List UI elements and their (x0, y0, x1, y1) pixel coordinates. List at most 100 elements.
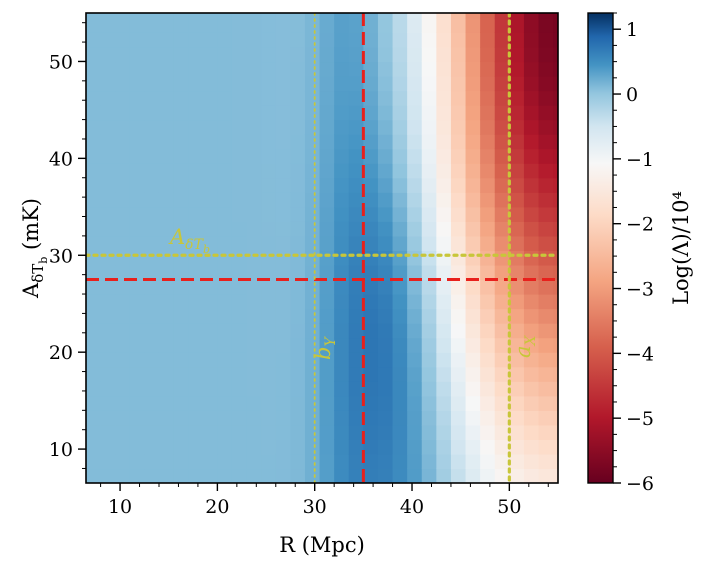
heatmap-cell (217, 17, 233, 33)
heatmap-cell (348, 163, 364, 179)
heatmap-cell (392, 395, 408, 411)
heatmap-cell (188, 279, 204, 295)
heatmap-cell (480, 352, 496, 368)
heatmap-cell (304, 61, 321, 77)
heatmap-cell (290, 163, 306, 179)
heatmap-cell (392, 235, 408, 252)
heatmap-cell (334, 119, 350, 135)
heatmap-cell (246, 75, 262, 92)
heatmap-cell (290, 148, 306, 164)
heatmap-cell (173, 323, 189, 339)
heatmap-cell (509, 235, 525, 252)
heatmap-cell (392, 61, 408, 77)
heatmap-cell (246, 424, 262, 440)
heatmap-cell (275, 294, 291, 310)
heatmap-cell (348, 352, 364, 368)
heatmap-cell (100, 148, 116, 164)
heatmap-cell (494, 17, 510, 33)
heatmap-cell (436, 119, 452, 135)
heatmap-cell (494, 192, 510, 208)
heatmap-cell (246, 381, 262, 397)
heatmap-cell (538, 192, 554, 208)
heatmap-cell (115, 90, 131, 106)
heatmap-cell (465, 46, 481, 63)
heatmap-cell (188, 32, 204, 48)
heatmap-cell (363, 439, 379, 455)
heatmap-cell (421, 279, 437, 295)
heatmap-cell (450, 352, 467, 368)
heatmap-cell (377, 250, 394, 266)
heatmap-cell (407, 323, 423, 339)
heatmap-cell (261, 468, 277, 483)
heatmap-cell (348, 424, 364, 440)
heatmap-cell (553, 453, 558, 470)
heatmap-cell (421, 134, 437, 150)
heatmap-cell (465, 381, 481, 397)
heatmap-cell (363, 192, 379, 208)
heatmap-cell (290, 13, 306, 19)
heatmap-cell (407, 46, 423, 63)
y-tick-label: 20 (49, 342, 73, 364)
heatmap-cell (494, 32, 510, 48)
heatmap-cell (158, 337, 175, 353)
x-tick-label: 10 (108, 496, 132, 518)
heatmap-cell (436, 439, 452, 455)
heatmap-cell (304, 148, 321, 164)
heatmap-cell (407, 105, 423, 121)
heatmap-cell (231, 206, 248, 222)
heatmap-cell (363, 468, 379, 483)
heatmap-cell (334, 148, 350, 164)
a-x-annotation: aX (511, 334, 539, 358)
heatmap-cell (158, 206, 175, 222)
heatmap-cell (275, 75, 291, 92)
heatmap-cell (100, 163, 116, 179)
heatmap-cell (100, 323, 116, 339)
heatmap-cell (450, 279, 467, 295)
heatmap-cell (538, 75, 554, 92)
heatmap-cell (144, 221, 160, 237)
heatmap-cell (217, 453, 233, 470)
heatmap-cell (173, 410, 189, 426)
heatmap-cell (304, 17, 321, 33)
heatmap-cell (334, 352, 350, 368)
heatmap-cell (231, 439, 248, 455)
heatmap-cell (231, 105, 248, 121)
heatmap-cell (261, 192, 277, 208)
heatmap-cell (188, 221, 204, 237)
heatmap-cell (538, 439, 554, 455)
heatmap-cell (450, 163, 467, 179)
heatmap-cell (494, 264, 510, 281)
heatmap-cell (538, 177, 554, 193)
heatmap-cell (129, 163, 145, 179)
heatmap-cell (115, 250, 131, 266)
heatmap-cell (392, 163, 408, 179)
heatmap-cell (450, 308, 467, 324)
heatmap-cell (158, 264, 175, 281)
heatmap-cell (100, 206, 116, 222)
heatmap-cell (158, 46, 175, 63)
heatmap-cell (348, 75, 364, 92)
heatmap-cell (129, 90, 145, 106)
heatmap-cell (202, 46, 218, 63)
heatmap-cell (202, 192, 218, 208)
heatmap-cell (188, 352, 204, 368)
heatmap-cell (407, 294, 423, 310)
heatmap-cell (129, 119, 145, 135)
heatmap-cell (523, 177, 540, 193)
heatmap-cell (319, 235, 335, 252)
heatmap-cell (86, 294, 102, 310)
heatmap-cell (158, 294, 175, 310)
heatmap-cell (523, 32, 540, 48)
heatmap-cell (523, 75, 540, 92)
heatmap-cell (480, 32, 496, 48)
heatmap-cell (261, 13, 277, 19)
heatmap-cell (86, 221, 102, 237)
heatmap-cell (86, 177, 102, 193)
heatmap-cell (246, 468, 262, 483)
heatmap-cell (275, 468, 291, 483)
y-tick-label: 40 (49, 148, 73, 170)
heatmap-cell (275, 279, 291, 295)
heatmap-cell (217, 163, 233, 179)
heatmap-cell (509, 163, 525, 179)
